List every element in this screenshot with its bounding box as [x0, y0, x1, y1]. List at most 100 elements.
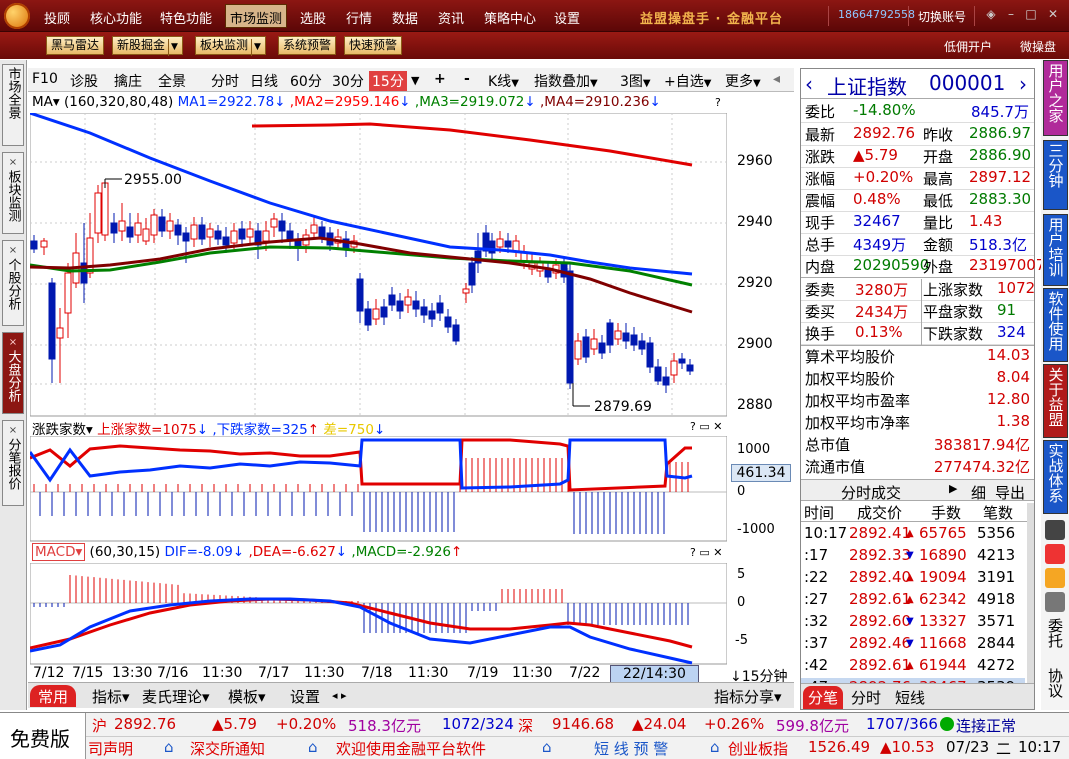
candle-body [198, 224, 206, 240]
macd-selector[interactable]: MACD▾ [32, 543, 86, 561]
tab-mai-theory[interactable]: 麦氏理论▾ [142, 688, 210, 706]
quick-alert-button[interactable]: 快速预警 [344, 36, 403, 55]
community-icon[interactable] [1045, 520, 1065, 540]
menu-core-functions[interactable]: 核心功能 [90, 12, 143, 27]
menu-stock-picking[interactable]: 选股 [300, 12, 327, 27]
scroll-arrows-icon[interactable]: ◂ ▸ [332, 689, 347, 702]
tab-market-analysis[interactable]: × 大盘分析 [2, 332, 24, 414]
tab-intraday[interactable]: 分时 [851, 689, 882, 707]
chevron-down-icon: ▼ [590, 78, 598, 89]
time-tick: 13:30 [112, 665, 153, 681]
skin-icon[interactable]: ◈ [986, 7, 996, 21]
new-stock-button[interactable]: 新股掘金 ▼ [112, 36, 183, 56]
tab-tick-quotes[interactable]: × 分笔报价 [2, 420, 24, 506]
intraday-button[interactable]: 分时 [211, 74, 239, 90]
kline-dropdown[interactable]: K线▼ [488, 71, 519, 91]
sidebar-user-home[interactable]: 用户之家 [1043, 60, 1068, 136]
indicator-selector[interactable]: 涨跌家数▾ [32, 422, 93, 438]
tab-ticks[interactable]: 分笔 [803, 686, 844, 709]
switch-account-link[interactable]: 切换账号 [918, 10, 967, 24]
maximize-icon[interactable]: □ [1025, 7, 1037, 21]
tab-common[interactable]: 常用 [30, 685, 77, 707]
tab-short-term[interactable]: 短线 [895, 689, 926, 707]
sector-monitor-button[interactable]: 板块监测 ▼ [195, 36, 266, 56]
news-ticker-item[interactable]: 欢迎使用金融平台软件 [336, 740, 487, 758]
sh-label[interactable]: 沪 [92, 717, 108, 735]
menu-market-monitor[interactable]: 市场监测 [225, 4, 288, 28]
indicator-share-dropdown[interactable]: 指标分享▾ [714, 688, 782, 706]
system-alert-button[interactable]: 系统预警 [278, 36, 337, 55]
stat-value: 1.38 [996, 412, 1030, 430]
minimize-icon[interactable]: – [1008, 7, 1014, 21]
diagnose-button[interactable]: 诊股 [70, 74, 98, 90]
menu-quotes[interactable]: 行情 [346, 12, 373, 27]
watchlist-dropdown[interactable]: +自选▼ [664, 71, 711, 91]
detail-button[interactable]: 细 [971, 484, 987, 502]
menu-special-functions[interactable]: 特色功能 [160, 12, 213, 27]
close-icon[interactable]: × [8, 337, 18, 348]
camera-icon[interactable] [1045, 592, 1065, 612]
tab-settings[interactable]: 设置 [290, 688, 321, 706]
f10-button[interactable]: F10 [32, 71, 58, 87]
chevron-down-icon[interactable]: ▼ [168, 39, 178, 56]
watchlist-label: 自选 [675, 74, 704, 90]
qq-icon[interactable] [1045, 568, 1065, 588]
period-30min-button[interactable]: 30分 [332, 74, 364, 90]
tab-stock-analysis[interactable]: × 个股分析 [2, 240, 24, 326]
three-chart-dropdown[interactable]: 3图▼ [620, 71, 651, 91]
menu-settings[interactable]: 设置 [554, 12, 581, 27]
weibo-icon[interactable] [1045, 544, 1065, 564]
next-stock-icon[interactable]: › [1019, 72, 1027, 96]
play-icon[interactable]: ▶ [949, 482, 958, 495]
sidebar-user-training[interactable]: 用户培训 [1043, 214, 1068, 286]
tab-indicators[interactable]: 指标▾ [92, 688, 130, 706]
period-60min-button[interactable]: 60分 [290, 74, 322, 90]
menu-investment-advisor[interactable]: 投顾 [44, 12, 71, 27]
sidebar-practice-system[interactable]: 实战体系 [1043, 440, 1068, 514]
sidebar-three-minutes[interactable]: 三分钟 [1043, 140, 1068, 210]
zoom-out-button[interactable]: - [464, 71, 470, 87]
sidebar-trade[interactable]: 委托 [1045, 618, 1065, 652]
chevron-down-icon[interactable]: ▼ [251, 39, 261, 56]
menu-strategy-center[interactable]: 策略中心 [484, 12, 537, 27]
chinext-label[interactable]: 创业板指 [728, 740, 789, 758]
chevron-down-icon[interactable]: ▼ [411, 74, 420, 87]
ma-selector[interactable]: MA▾ [32, 94, 60, 110]
panel-controls[interactable]: ? ▭ ✕ [690, 546, 723, 559]
export-button[interactable]: 导出 [995, 484, 1026, 502]
sidebar-about[interactable]: 关于益盟 [1043, 364, 1068, 438]
news-ticker-item[interactable]: 司声明 [88, 740, 134, 758]
zoom-in-button[interactable]: + [434, 71, 446, 87]
quote-label: 金额 [923, 236, 954, 254]
sidebar-agreement[interactable]: 协议 [1045, 668, 1065, 702]
index-overlay-dropdown[interactable]: 指数叠加▼ [534, 71, 598, 91]
close-icon[interactable]: × [8, 245, 18, 256]
close-icon[interactable]: × [8, 157, 18, 168]
macd-tick: -5 [735, 633, 748, 648]
micro-trade-link[interactable]: 微操盘 [1020, 40, 1057, 54]
close-icon[interactable]: × [8, 425, 18, 436]
short-alert-link[interactable]: 短 线 预 警 [594, 740, 669, 758]
dark-horse-radar-button[interactable]: 黑马雷达 [46, 36, 105, 55]
sidebar-software-usage[interactable]: 软件使用 [1043, 288, 1068, 362]
period-15min-button[interactable]: 15分 [369, 71, 407, 91]
close-icon[interactable]: ✕ [1047, 7, 1059, 21]
prev-stock-icon[interactable]: ‹ [805, 72, 813, 96]
more-dropdown[interactable]: 更多▼ [725, 71, 761, 91]
tab-market-overview[interactable]: 市场全景 [2, 64, 24, 146]
menu-news[interactable]: 资讯 [438, 12, 465, 27]
period-label[interactable]: ↓15分钟 [730, 669, 788, 685]
scroll-left-icon[interactable]: ◂ [773, 71, 781, 87]
tab-sector-monitor[interactable]: × 板块监测 [2, 152, 24, 234]
capture-dealer-button[interactable]: 擒庄 [114, 74, 142, 90]
menu-data[interactable]: 数据 [392, 12, 419, 27]
sz-label[interactable]: 深 [518, 717, 534, 735]
low-commission-account-link[interactable]: 低佣开户 [944, 40, 993, 54]
panorama-button[interactable]: 全景 [158, 74, 186, 90]
panel-controls[interactable]: ? ▭ ✕ [690, 420, 723, 433]
ticks-scrollbar[interactable] [1027, 503, 1034, 683]
help-icon[interactable]: ? [715, 96, 721, 109]
daily-button[interactable]: 日线 [250, 74, 278, 90]
tab-templates[interactable]: 模板▾ [228, 688, 266, 706]
news-ticker-item[interactable]: 深交所通知 [190, 740, 266, 758]
